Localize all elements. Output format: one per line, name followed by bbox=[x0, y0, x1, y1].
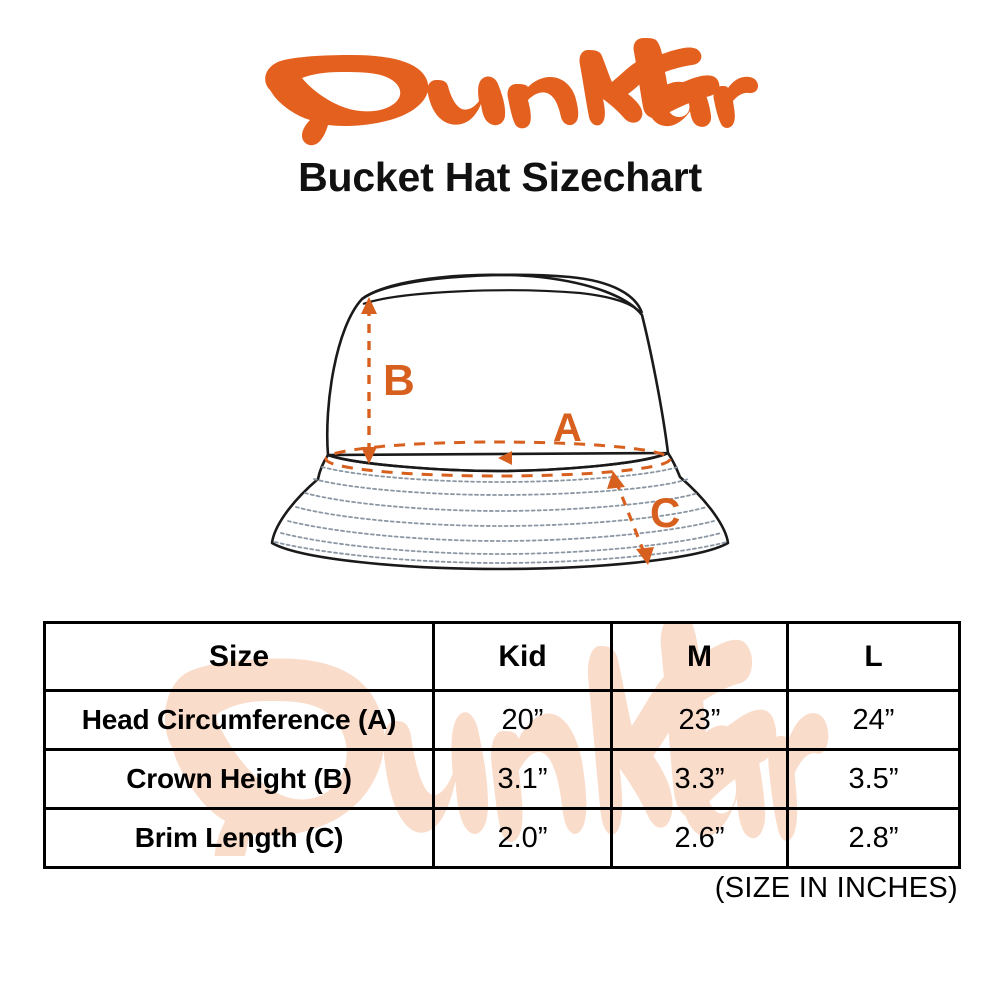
marker-c-arrow-bottom bbox=[636, 547, 654, 565]
cell-head-circumference-kid: 20” bbox=[432, 689, 613, 751]
cell-head-circumference-l: 24” bbox=[786, 689, 961, 751]
table-header-row: Size Kid M L bbox=[43, 621, 961, 692]
table-row: Crown Height (B) 3.1” 3.3” 3.5” bbox=[43, 748, 961, 810]
marker-c: C bbox=[607, 471, 680, 565]
column-header-l: L bbox=[786, 621, 961, 692]
cell-crown-height-m: 3.3” bbox=[610, 748, 789, 810]
marker-b-label: B bbox=[383, 356, 415, 405]
table-row: Brim Length (C) 2.0” 2.6” 2.8” bbox=[43, 807, 961, 869]
row-label-crown-height: Crown Height (B) bbox=[43, 748, 435, 810]
unit-note: (SIZE IN INCHES) bbox=[714, 872, 958, 904]
marker-b-arrow-down bbox=[361, 447, 377, 464]
size-chart-table: Size Kid M L Head Circumference (A) 20” … bbox=[43, 621, 961, 869]
row-label-head-circumference: Head Circumference (A) bbox=[43, 689, 435, 751]
column-header-m: M bbox=[610, 621, 789, 692]
dunkare-script-logo bbox=[265, 38, 759, 146]
cell-brim-length-l: 2.8” bbox=[786, 807, 961, 869]
hat-crown-shape bbox=[325, 273, 670, 457]
bucket-hat-measurement-diagram: A B C bbox=[270, 273, 730, 571]
column-header-kid: Kid bbox=[432, 621, 613, 692]
marker-a: A bbox=[324, 406, 672, 478]
cell-crown-height-kid: 3.1” bbox=[432, 748, 613, 810]
cell-brim-length-kid: 2.0” bbox=[432, 807, 613, 869]
row-label-brim-length: Brim Length (C) bbox=[43, 807, 435, 869]
brand-header: Bucket Hat Sizechart bbox=[0, 28, 1000, 200]
marker-a-label: A bbox=[553, 406, 582, 450]
marker-c-arrow-top bbox=[607, 471, 625, 489]
column-header-size: Size bbox=[43, 621, 435, 692]
page-title: Bucket Hat Sizechart bbox=[298, 154, 702, 200]
marker-b: B bbox=[361, 297, 415, 464]
marker-c-label: C bbox=[650, 489, 680, 536]
brim-stitch-lines bbox=[274, 466, 728, 564]
cell-crown-height-l: 3.5” bbox=[786, 748, 961, 810]
marker-b-arrow-up bbox=[361, 297, 377, 314]
size-chart-container: Size Kid M L Head Circumference (A) 20” … bbox=[43, 621, 961, 869]
cell-head-circumference-m: 23” bbox=[610, 689, 789, 751]
cell-brim-length-m: 2.6” bbox=[610, 807, 789, 869]
table-row: Head Circumference (A) 20” 23” 24” bbox=[43, 689, 961, 751]
